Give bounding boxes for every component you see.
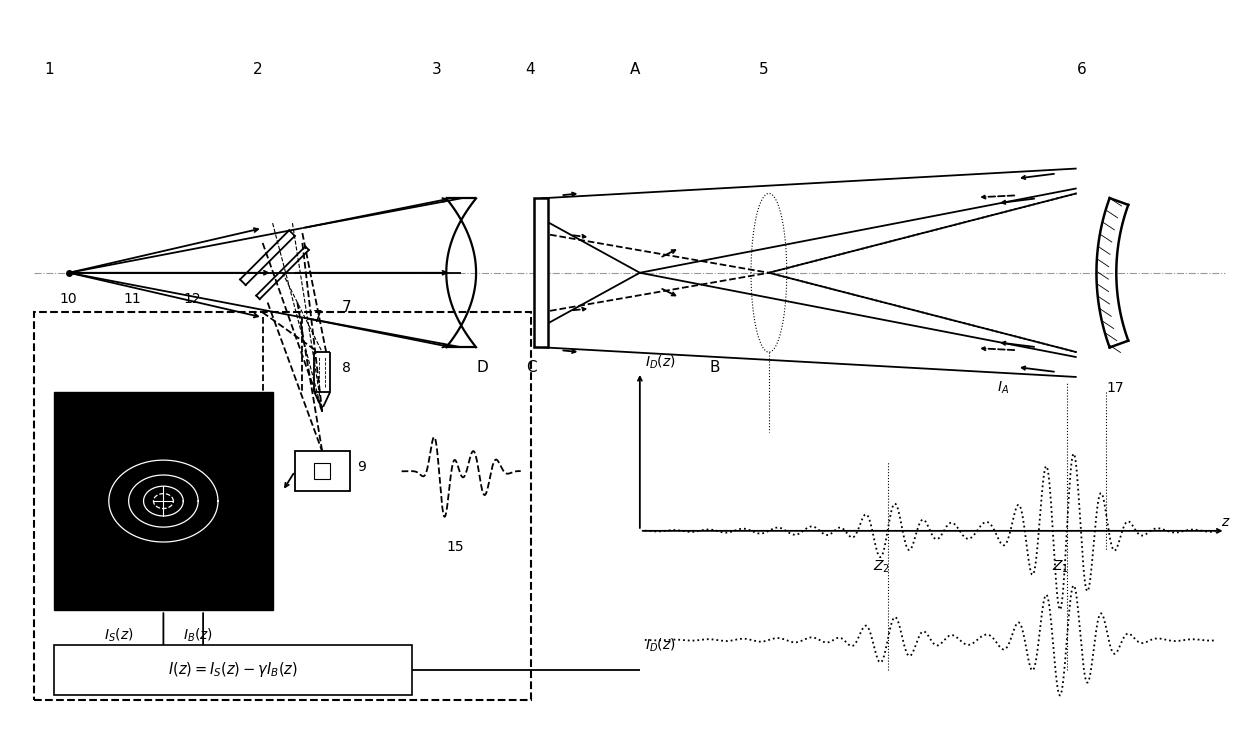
- Text: C: C: [526, 360, 537, 375]
- Text: 4: 4: [526, 62, 536, 77]
- Bar: [314, 463, 330, 479]
- Text: 10: 10: [60, 292, 77, 305]
- Text: 11: 11: [124, 292, 141, 305]
- Text: 1: 1: [45, 62, 53, 77]
- Text: $Z_1$: $Z_1$: [1052, 559, 1069, 575]
- Text: 5: 5: [759, 62, 769, 77]
- Text: 17: 17: [1106, 381, 1123, 395]
- Text: $I_A$: $I_A$: [997, 380, 1009, 396]
- Text: 12: 12: [184, 292, 201, 305]
- Text: 7: 7: [312, 311, 322, 326]
- Text: 2: 2: [253, 62, 263, 77]
- Text: A: A: [630, 62, 640, 77]
- Text: $I_B(z)$: $I_B(z)$: [184, 627, 213, 644]
- Bar: [295, 451, 350, 491]
- Text: $I_D(z)$: $I_D(z)$: [645, 637, 676, 654]
- Text: 3: 3: [432, 62, 441, 77]
- Text: $Z_2$: $Z_2$: [873, 559, 890, 575]
- Bar: [55, 392, 273, 611]
- Text: $I_S(z)$: $I_S(z)$: [104, 627, 134, 644]
- Text: 15: 15: [446, 540, 464, 553]
- Text: 8: 8: [342, 361, 351, 375]
- Bar: [55, 645, 412, 695]
- Text: 9: 9: [357, 460, 366, 475]
- Text: $z$: $z$: [1220, 515, 1230, 529]
- Text: D: D: [476, 360, 487, 375]
- Text: $I(z)=I_S(z)-\gamma I_B(z)$: $I(z)=I_S(z)-\gamma I_B(z)$: [167, 660, 298, 679]
- Bar: [35, 313, 531, 699]
- Text: 6: 6: [1076, 62, 1086, 77]
- Text: 7: 7: [342, 301, 352, 316]
- Text: B: B: [709, 360, 720, 375]
- Text: $I_D(z)$: $I_D(z)$: [645, 354, 676, 371]
- Bar: [533, 199, 548, 347]
